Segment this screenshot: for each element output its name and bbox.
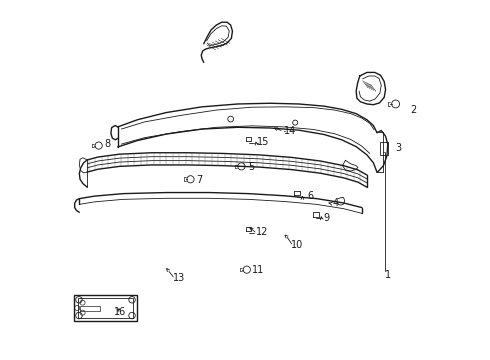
Text: 7: 7: [196, 175, 203, 185]
Text: 15: 15: [257, 138, 269, 147]
Text: 3: 3: [395, 143, 402, 153]
Text: 10: 10: [291, 239, 303, 249]
Bar: [78, 298, 133, 318]
Text: 12: 12: [256, 227, 268, 237]
Text: 2: 2: [410, 105, 416, 115]
Text: 16: 16: [114, 307, 126, 317]
Text: 4: 4: [333, 198, 339, 208]
Text: 8: 8: [104, 139, 111, 149]
Text: 11: 11: [252, 265, 265, 275]
Bar: [80, 306, 100, 311]
Text: 14: 14: [285, 126, 297, 135]
Bar: [380, 142, 388, 155]
Text: 13: 13: [173, 273, 186, 283]
Text: 9: 9: [323, 213, 329, 222]
Text: 5: 5: [248, 162, 255, 172]
Text: 1: 1: [385, 270, 391, 280]
Bar: [74, 295, 137, 320]
Text: 6: 6: [308, 191, 314, 201]
